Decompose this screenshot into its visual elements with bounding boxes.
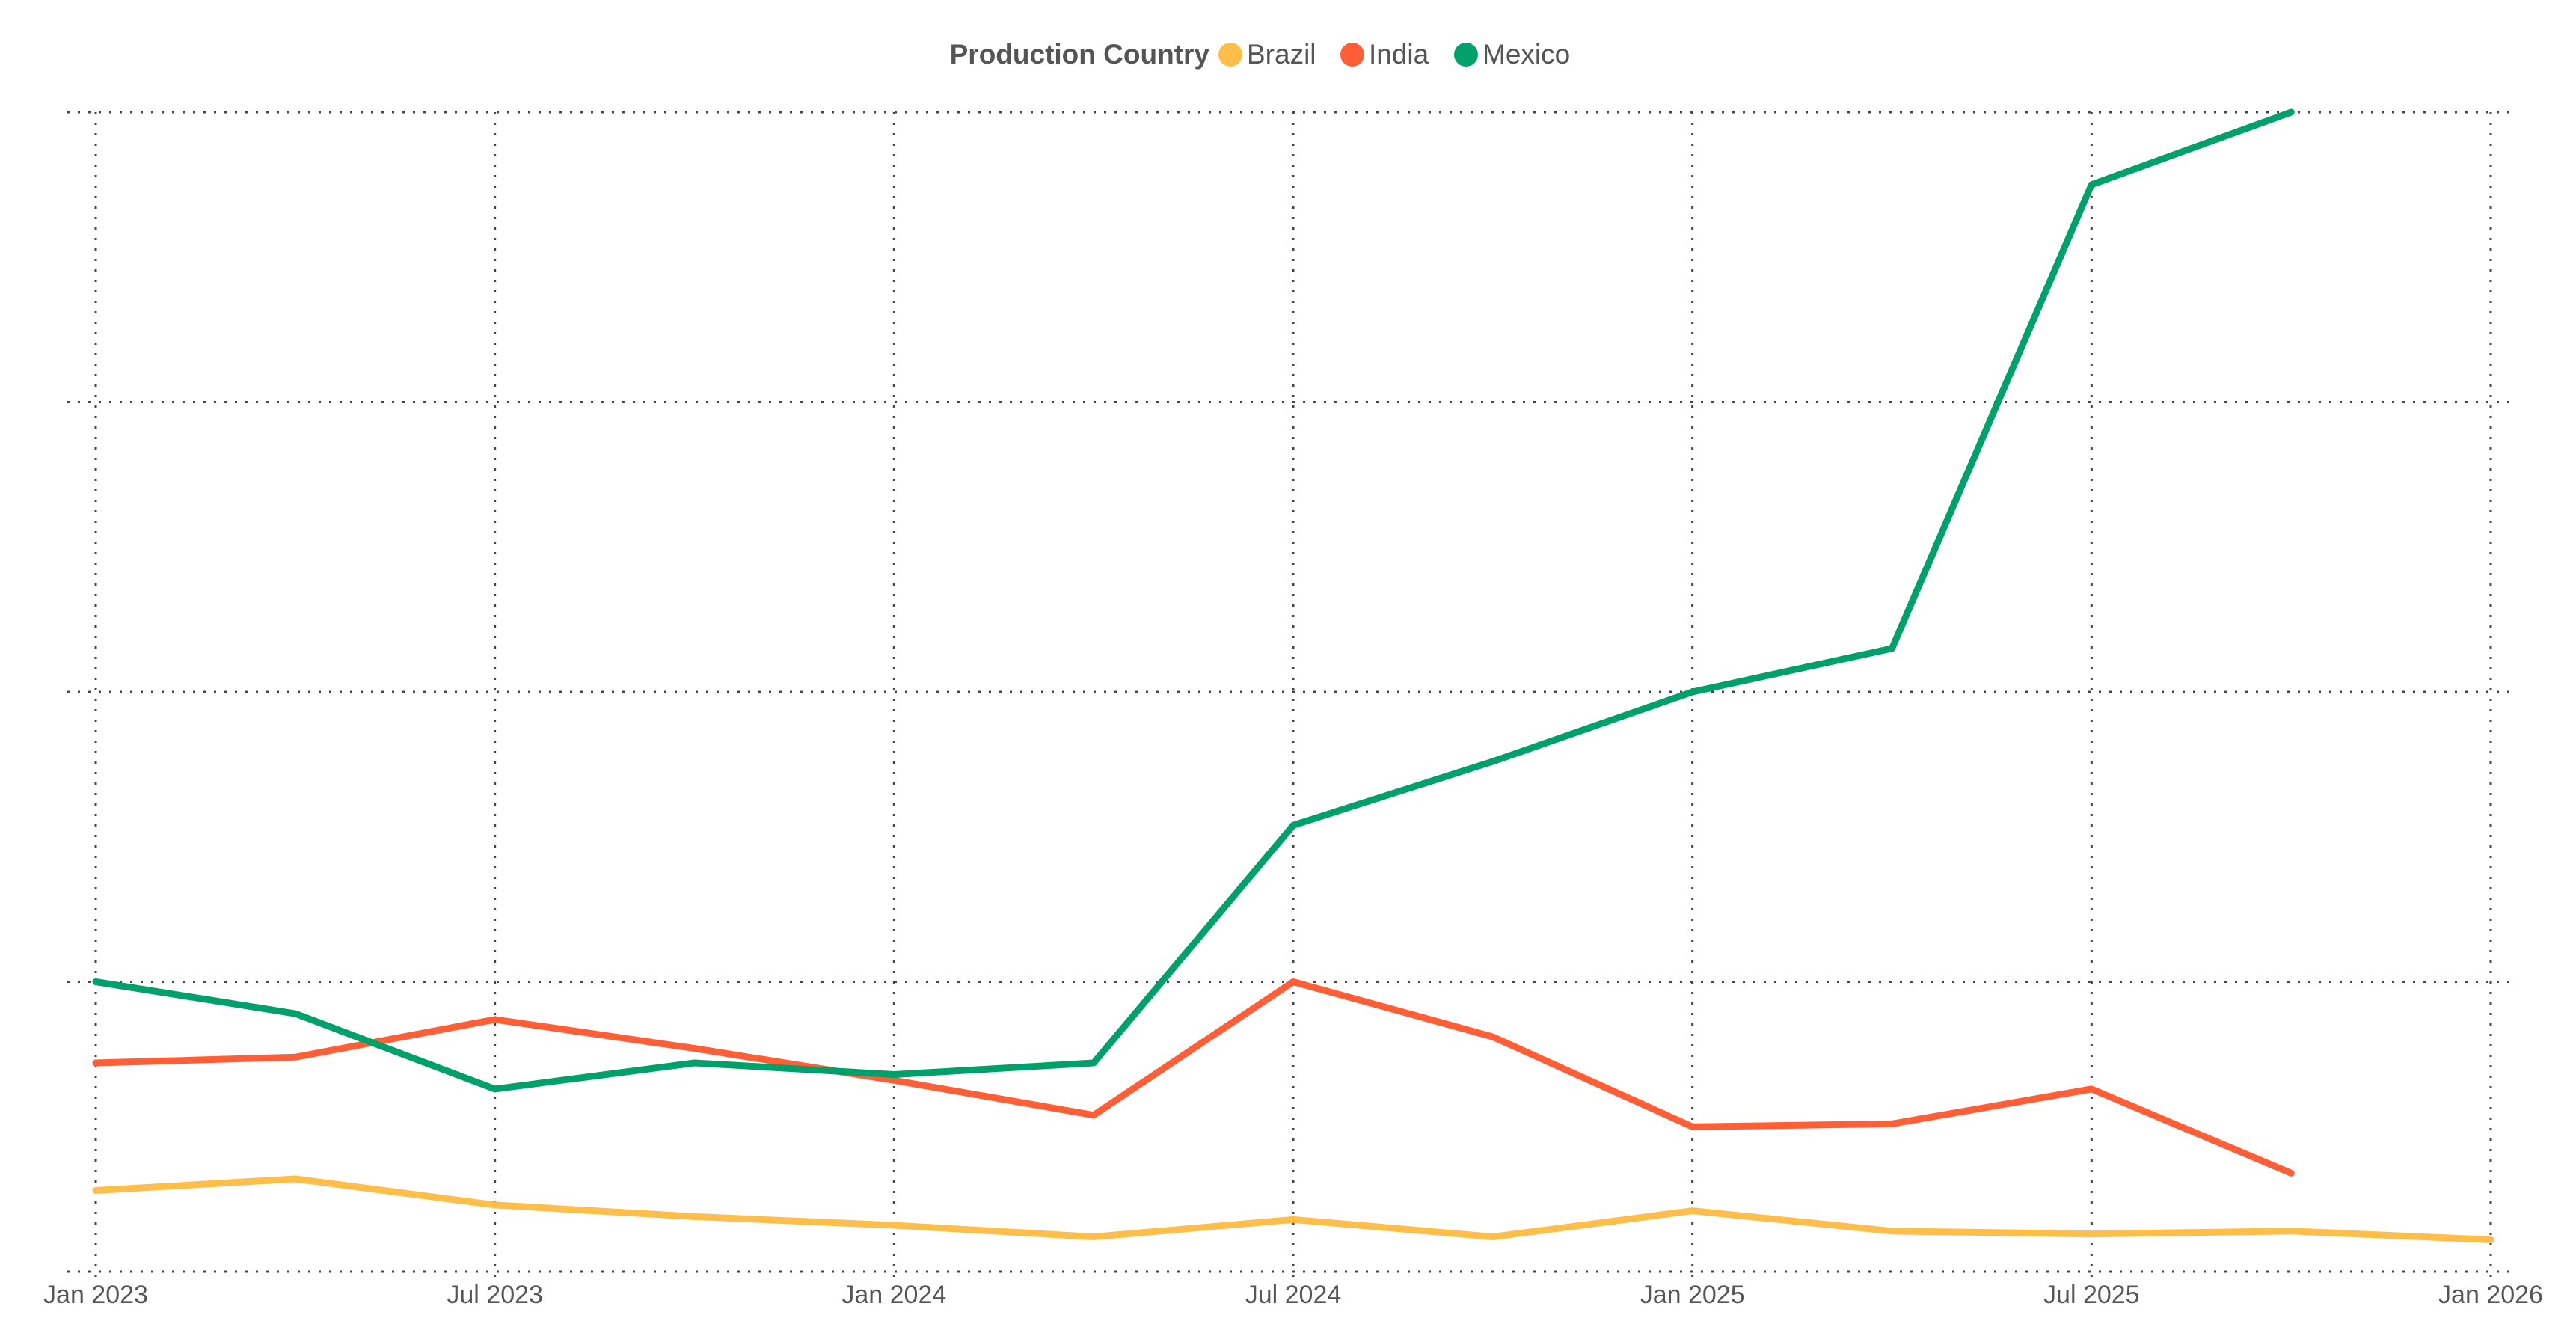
series-line-brazil (92, 1175, 2494, 1243)
series-line-india (92, 978, 2295, 1177)
series-line-mexico (92, 108, 2295, 1093)
legend-item-brazil[interactable]: Brazil (1218, 39, 1316, 70)
x-tick-label: Jul 2024 (1245, 1281, 1342, 1309)
legend: Production Country Brazil India Mexico (950, 39, 1571, 70)
legend-label: Brazil (1247, 39, 1316, 70)
x-tick-label: Jan 2025 (1640, 1281, 1745, 1309)
x-tick-label: Jan 2024 (841, 1281, 946, 1309)
x-axis-ticks: Jan 2023 Jul 2023 Jan 2024 Jul 2024 Jan 2025… (43, 1281, 2543, 1309)
legend-label: Mexico (1482, 39, 1570, 70)
legend-marker (1454, 43, 1478, 67)
legend-label: India (1369, 39, 1429, 70)
legend-marker (1340, 43, 1364, 67)
x-tick-label: Jul 2025 (2043, 1281, 2140, 1309)
x-tick-label: Jan 2023 (43, 1281, 148, 1309)
legend-title: Production Country (950, 39, 1210, 70)
x-tick-label: Jul 2023 (447, 1281, 543, 1309)
x-tick-label: Jan 2026 (2438, 1281, 2543, 1309)
series-lines (92, 108, 2494, 1243)
gridlines (67, 111, 2517, 1278)
legend-item-india[interactable]: India (1340, 39, 1429, 70)
legend-marker (1218, 43, 1242, 67)
legend-item-mexico[interactable]: Mexico (1454, 39, 1570, 70)
